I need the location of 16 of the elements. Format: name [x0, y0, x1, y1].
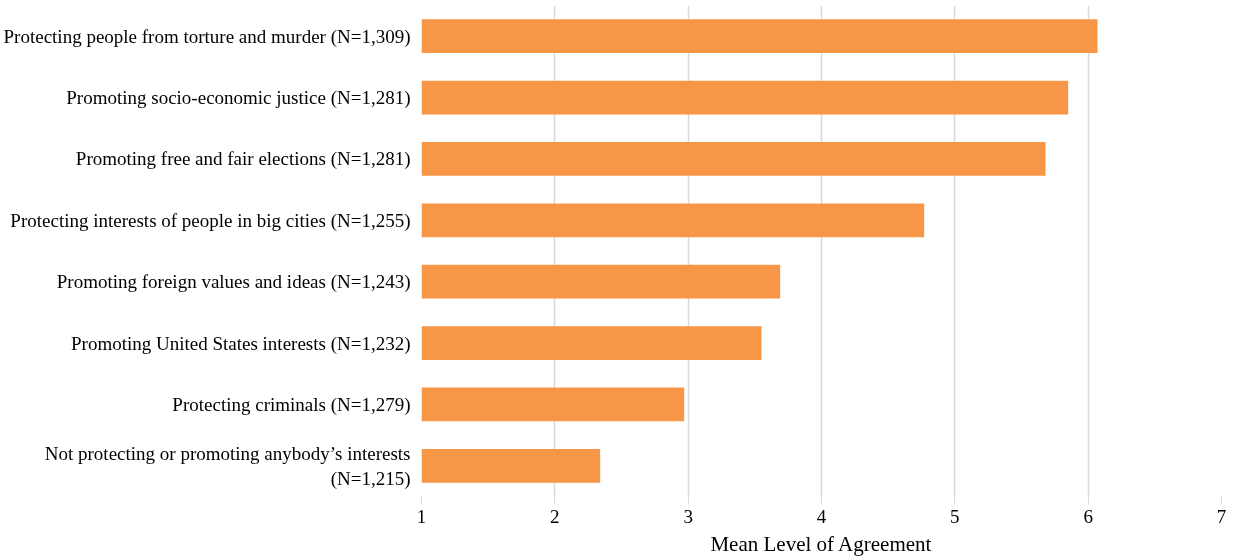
- y-tick-label: Promoting free and fair elections (N=1,281): [75, 148, 411, 171]
- x-tick-label: 6: [1083, 505, 1093, 527]
- y-tick-label: Protecting people from torture and murder (N=1,309): [3, 25, 411, 48]
- y-tick-label: Not protecting or promoting anybody’s interests (N=1,215): [44, 442, 411, 490]
- x-axis-title: Mean Level of Agreement: [710, 531, 932, 556]
- y-tick-label: Promoting United States interests (N=1,232): [71, 332, 411, 355]
- x-tick-label: 1: [416, 505, 427, 527]
- x-tick-label: 7: [1216, 505, 1227, 527]
- x-tick-label: 4: [816, 505, 827, 527]
- y-tick-label: Promoting foreign values and ideas (N=1,243): [56, 271, 411, 294]
- y-tick-label: Promoting socio-economic justice (N=1,281): [66, 87, 411, 110]
- x-tick-label: 2: [550, 505, 560, 527]
- x-tick-label: 3: [683, 505, 693, 527]
- y-tick-label: Protecting interests of people in big cities (N=1,255): [10, 209, 411, 232]
- x-tick-label: 5: [950, 505, 960, 527]
- y-tick-label: Protecting criminals (N=1,279): [172, 393, 411, 416]
